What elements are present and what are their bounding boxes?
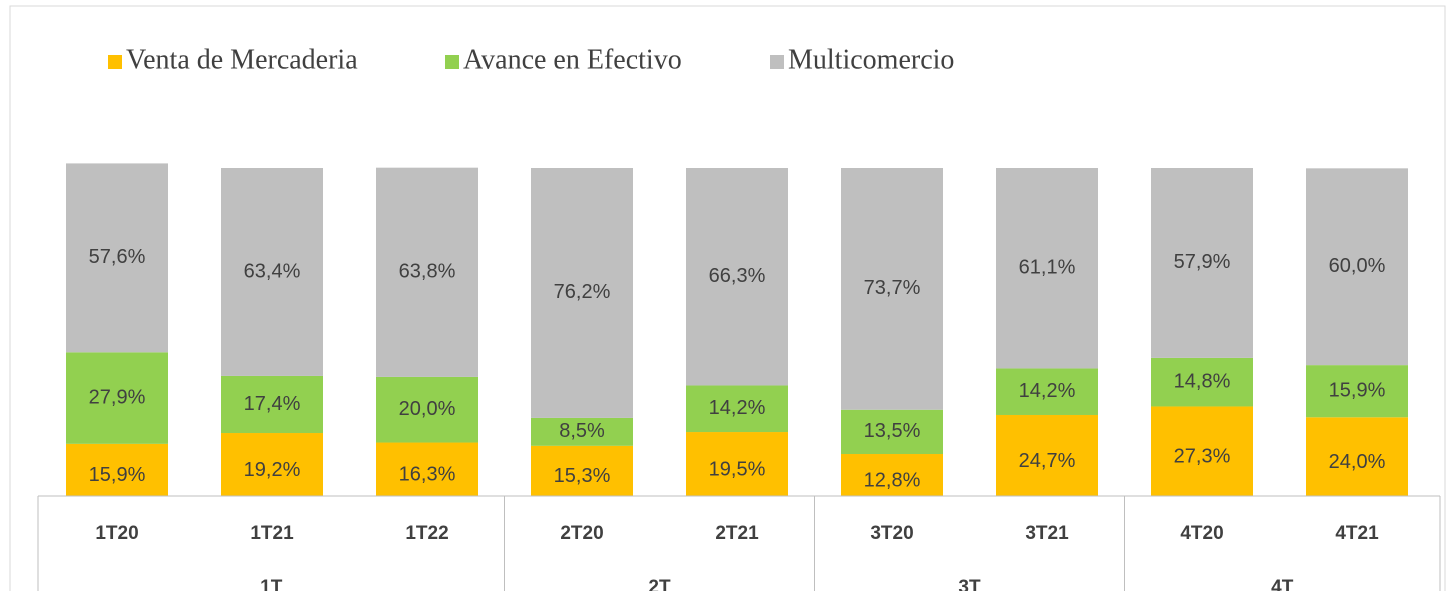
bar-segment — [686, 385, 788, 433]
data-label: 14,8% — [1174, 370, 1231, 392]
bar-segment — [531, 445, 633, 496]
data-label: 19,5% — [709, 458, 766, 480]
x-tick-label: 2T21 — [715, 523, 759, 544]
x-tick-label: 4T21 — [1335, 523, 1379, 544]
data-label: 63,8% — [399, 261, 456, 283]
bar-segment — [376, 442, 478, 496]
group-label: 1T — [260, 577, 283, 591]
bar-segment — [996, 168, 1098, 369]
bar-segment — [221, 168, 323, 376]
data-label: 15,3% — [554, 465, 611, 487]
bar-segment — [1151, 168, 1253, 358]
data-label: 15,9% — [1329, 379, 1386, 401]
data-label: 61,1% — [1019, 256, 1076, 278]
data-label: 63,4% — [244, 260, 301, 282]
data-label: 15,9% — [89, 464, 146, 486]
data-label: 73,7% — [864, 277, 921, 299]
group-label: 2T — [648, 577, 671, 591]
data-label: 60,0% — [1329, 255, 1386, 277]
group-label: 3T — [958, 577, 981, 591]
data-label: 24,0% — [1329, 451, 1386, 473]
data-label: 16,3% — [399, 464, 456, 486]
data-label: 14,2% — [1019, 380, 1076, 402]
bar-segment — [1151, 357, 1253, 407]
bar-segment — [66, 352, 168, 444]
bar-segment — [66, 443, 168, 496]
bar-segment — [841, 409, 943, 455]
x-tick-label: 2T20 — [560, 523, 603, 544]
data-label: 57,9% — [1174, 251, 1231, 273]
bar-segment — [531, 417, 633, 446]
x-tick-label: 1T21 — [250, 523, 294, 544]
bar-segment — [221, 375, 323, 434]
bar-segment — [1306, 168, 1408, 366]
group-label: 4T — [1271, 577, 1294, 591]
legend-swatch — [108, 55, 122, 69]
data-label: 27,9% — [89, 386, 146, 408]
x-tick-label: 3T21 — [1025, 523, 1069, 544]
data-label: 14,2% — [709, 397, 766, 419]
data-label: 13,5% — [864, 420, 921, 442]
bar-segment — [996, 414, 1098, 496]
legend-swatch — [770, 55, 784, 69]
bar-segment — [996, 368, 1098, 415]
data-label: 20,0% — [399, 398, 456, 420]
bar-segment — [841, 454, 943, 496]
data-label: 19,2% — [244, 459, 301, 481]
data-label: 8,5% — [559, 420, 605, 442]
bar-segment — [1151, 406, 1253, 496]
bar-segment — [686, 168, 788, 386]
bar-segment — [66, 163, 168, 353]
data-label: 27,3% — [1174, 446, 1231, 468]
bar-segment — [531, 168, 633, 418]
bar-segment — [841, 168, 943, 410]
data-label: 17,4% — [244, 393, 301, 415]
data-label: 57,6% — [89, 246, 146, 268]
bar-segment — [376, 167, 478, 377]
legend-label: Avance en Efectivo — [463, 44, 682, 75]
data-label: 24,7% — [1019, 450, 1076, 472]
data-label: 12,8% — [864, 469, 921, 491]
bar-segment — [221, 433, 323, 496]
legend-swatch — [445, 55, 459, 69]
x-tick-label: 1T20 — [95, 523, 138, 544]
x-tick-label: 4T20 — [1180, 523, 1223, 544]
bar-segment — [1306, 417, 1408, 496]
x-tick-label: 3T20 — [870, 523, 913, 544]
legend-label: Multicomercio — [788, 44, 954, 75]
bar-segment — [1306, 365, 1408, 418]
bar-segment — [686, 432, 788, 496]
chart-border — [9, 5, 1446, 596]
legend-label: Venta de Mercaderia — [126, 44, 358, 75]
data-label: 66,3% — [709, 265, 766, 287]
data-label: 76,2% — [554, 281, 611, 303]
bar-segment — [376, 376, 478, 443]
x-tick-label: 1T22 — [405, 523, 448, 544]
